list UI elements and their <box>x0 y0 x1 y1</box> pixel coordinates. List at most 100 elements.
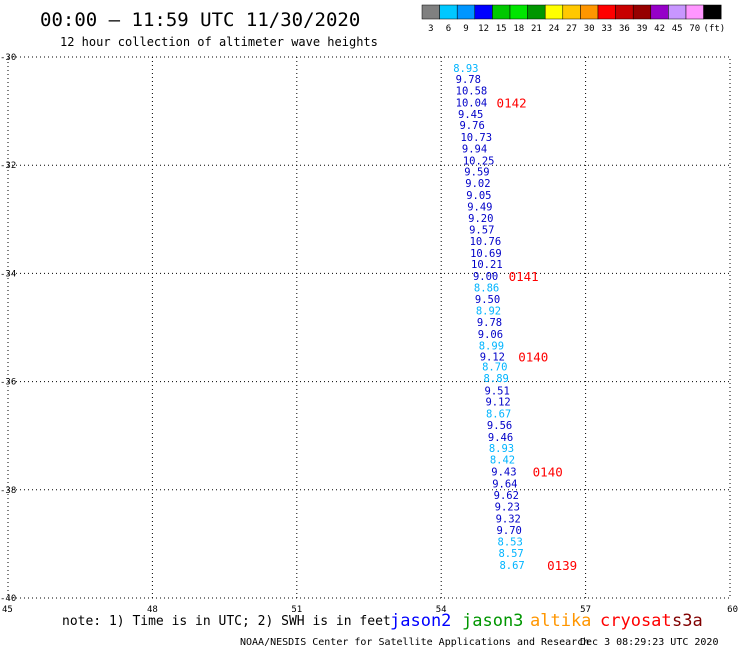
mission-label-altika: altika <box>530 611 591 631</box>
swh-data-label: 9.43 <box>491 466 516 478</box>
chart-title: 00:00 – 11:59 UTC 11/30/2020 <box>40 9 360 31</box>
swh-data-label: 8.92 <box>476 306 501 318</box>
chart-subtitle: 12 hour collection of altimeter wave hei… <box>60 35 378 49</box>
swh-data-label: 9.57 <box>469 225 494 237</box>
color-scale-label: 30 <box>584 24 595 34</box>
y-tick-label: -32 <box>0 161 16 171</box>
swh-data-label: 10.25 <box>463 155 495 167</box>
swh-data-label: 9.49 <box>467 201 492 213</box>
color-scale-label: 9 <box>463 24 468 34</box>
footer-timestamp: Dec 3 08:29:23 UTC 2020 <box>580 637 718 648</box>
swh-data-label: 9.78 <box>477 317 502 329</box>
swh-data-label: 10.69 <box>470 248 502 260</box>
color-swatch <box>632 4 652 20</box>
swh-data-label: 9.78 <box>456 74 481 86</box>
pass-time-label: 0142 <box>497 95 527 110</box>
color-scale-label: 21 <box>531 24 542 34</box>
swh-data-label: 9.05 <box>466 190 491 202</box>
color-swatch <box>492 4 511 20</box>
footer-credit: NOAA/NESDIS Center for Satellite Applica… <box>240 637 589 648</box>
x-tick-label: 57 <box>580 605 591 615</box>
swh-data-label: 9.23 <box>495 502 520 514</box>
mission-label-cryosat: cryosat <box>600 611 672 631</box>
pass-time-label: 0141 <box>509 269 539 284</box>
color-scale-label: 42 <box>654 24 665 34</box>
color-swatch <box>421 4 440 20</box>
pass-time-label: 0139 <box>547 558 577 573</box>
swh-data-label: 8.57 <box>498 548 523 560</box>
x-tick-label: 51 <box>291 605 302 615</box>
color-scale-label: 33 <box>601 24 612 34</box>
color-scale-label: 6 <box>446 24 451 34</box>
color-scale-label: 15 <box>496 24 507 34</box>
y-tick-label: -30 <box>0 53 16 63</box>
color-scale-legend: 3 6 9 12 15 18 21 24 27 30 33 36 39 42 45 70 (ft) <box>421 4 725 34</box>
swh-data-label: 10.73 <box>460 132 492 144</box>
color-swatch <box>615 4 634 20</box>
color-swatch <box>580 4 599 20</box>
color-scale-label: 27 <box>566 24 577 34</box>
y-tick-label: -40 <box>0 594 16 604</box>
y-tick-label: -38 <box>0 486 16 496</box>
color-swatch <box>474 4 493 20</box>
x-tick-label: 60 <box>727 605 738 615</box>
color-swatch <box>439 4 458 20</box>
swh-data-label: 9.32 <box>496 513 521 525</box>
color-swatch <box>509 4 528 20</box>
y-tick-label: -36 <box>0 378 16 388</box>
color-scale-label: 39 <box>637 24 648 34</box>
color-swatch <box>527 4 546 20</box>
swh-data-label: 9.94 <box>462 143 487 155</box>
color-swatch <box>562 4 581 20</box>
swh-data-label: 10.58 <box>456 86 488 98</box>
swh-data-label: 9.06 <box>478 329 503 341</box>
y-tick-label: -34 <box>0 269 16 279</box>
swh-data-label: 9.12 <box>485 397 510 409</box>
swh-data-label: 8.42 <box>490 455 515 467</box>
x-tick-label: 45 <box>2 605 13 615</box>
swh-data-label: 8.99 <box>479 340 504 352</box>
x-tick-label: 54 <box>436 605 447 615</box>
swh-data-label: 9.46 <box>488 432 513 444</box>
swh-data-label: 9.00 <box>473 271 498 283</box>
color-swatch <box>597 4 616 20</box>
color-scale-label: 36 <box>619 24 630 34</box>
swh-data-label: 9.62 <box>494 490 519 502</box>
swh-data-label: 8.86 <box>474 282 499 294</box>
color-swatch <box>456 4 476 20</box>
swh-data-label: 9.70 <box>497 525 522 537</box>
footer-note: note: 1) Time is in UTC; 2) SWH is in fe… <box>62 614 391 629</box>
color-scale-label: 24 <box>549 24 560 34</box>
pass-time-label: 0140 <box>518 350 548 365</box>
mission-label-jason3: jason3 <box>462 611 523 631</box>
pass-time-label: 0140 <box>533 464 563 479</box>
color-swatch <box>685 4 704 20</box>
swh-data-label: 9.02 <box>465 178 490 190</box>
swh-data-label: 9.64 <box>492 478 517 490</box>
plot-frame <box>7 56 731 599</box>
mission-label-jason2: jason2 <box>390 611 451 631</box>
swh-data-label: 9.45 <box>458 109 483 121</box>
color-swatch <box>703 4 722 20</box>
color-scale-label: 45 <box>672 24 683 34</box>
swh-data-label: 8.89 <box>484 373 509 385</box>
swh-data-label: 8.93 <box>489 443 514 455</box>
swh-data-label: 10.04 <box>456 97 488 109</box>
swh-data-label: 8.53 <box>498 537 523 549</box>
x-tick-label: 48 <box>147 605 158 615</box>
swh-values: 8.939.7810.5810.049.459.7610.739.9410.25… <box>453 63 525 572</box>
swh-data-label: 9.12 <box>480 352 505 364</box>
pass-time-labels: 0142 0141 0140 0140 0139 <box>497 95 578 573</box>
swh-data-label: 10.21 <box>471 259 503 271</box>
mission-legend: jason2 jason3 altika cryosat s3a <box>390 611 703 631</box>
plot-grid <box>8 57 730 598</box>
swh-data-label: 8.93 <box>453 63 478 75</box>
swh-data-label: 8.67 <box>499 560 524 572</box>
swh-data-label: 9.76 <box>459 120 484 132</box>
swh-data-label: 8.67 <box>486 409 511 421</box>
color-scale-label: 3 <box>428 24 433 34</box>
swh-data-label: 8.70 <box>482 361 507 373</box>
color-swatch <box>544 4 564 20</box>
color-scale-label: 18 <box>513 24 524 34</box>
